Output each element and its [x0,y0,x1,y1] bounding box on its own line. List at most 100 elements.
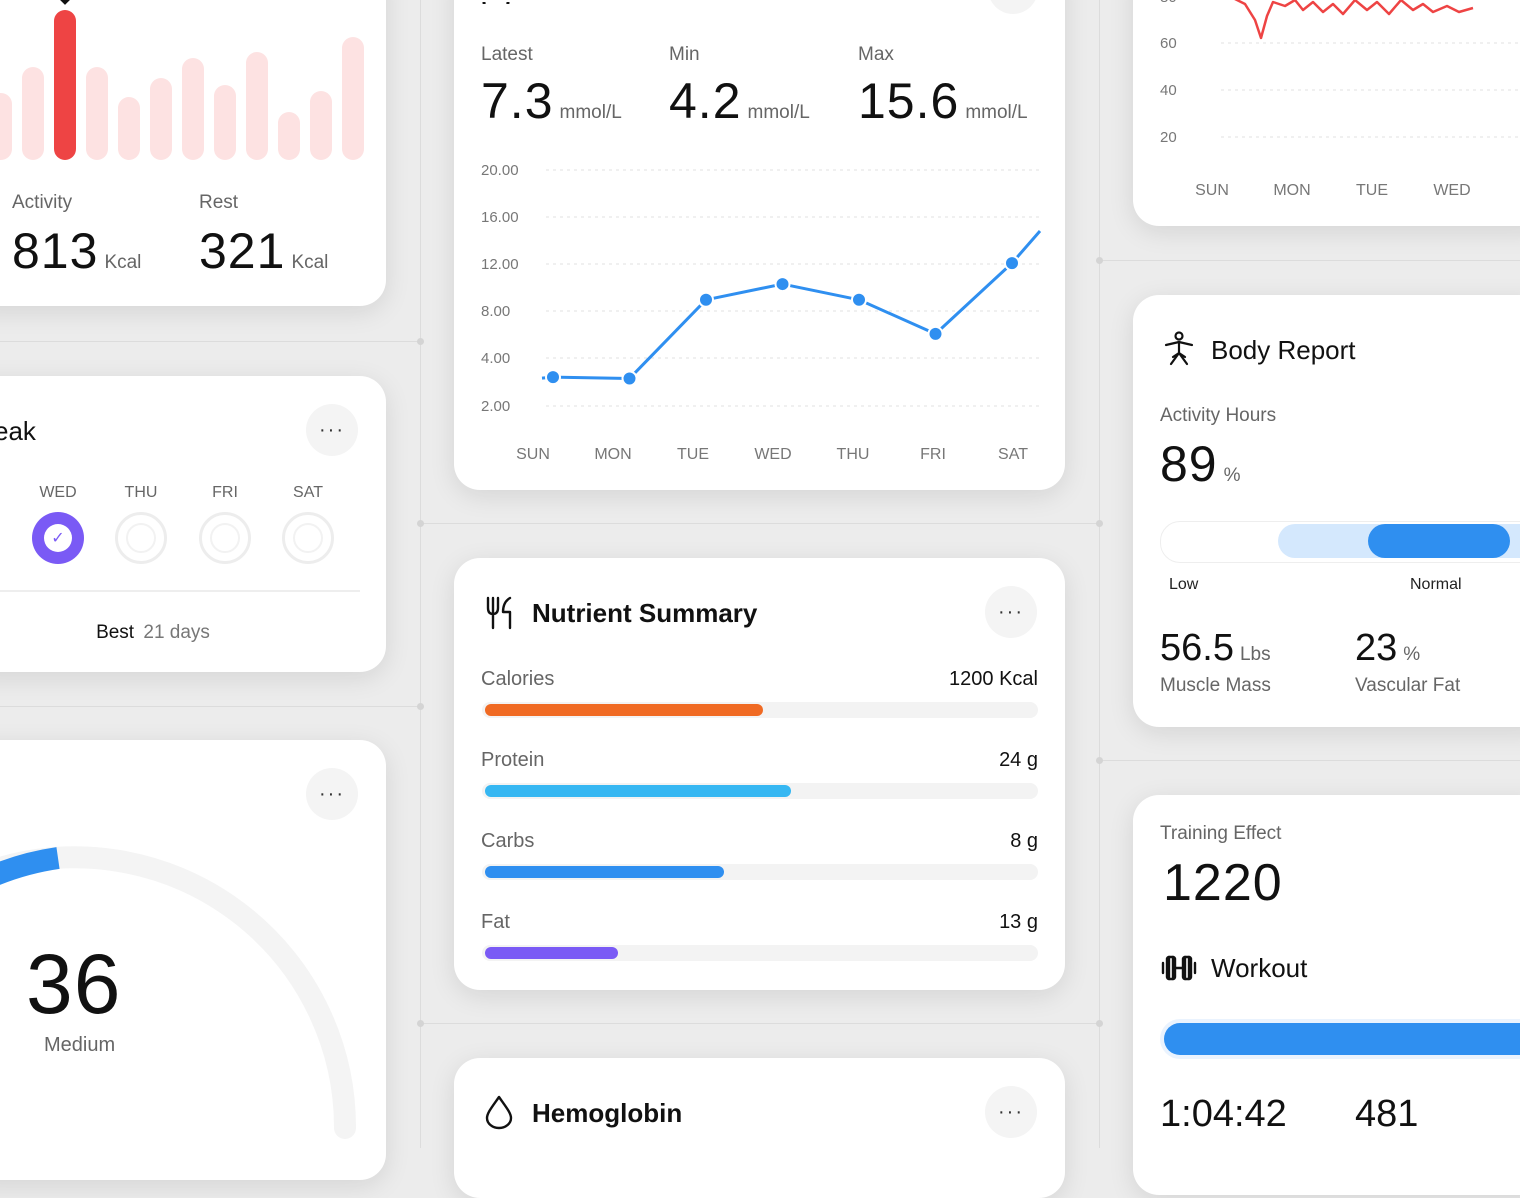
more-button[interactable]: ··· [306,768,358,820]
x-tick-label: SAT [998,446,1028,463]
nutrient-label: Calories [481,668,555,690]
nutrient-label: Protein [481,749,545,771]
y-tick-label: 4.00 [481,350,510,367]
data-point[interactable] [851,291,867,308]
y-tick-label: 16.00 [481,209,519,226]
grid-line [420,1023,1100,1024]
calorie-bar[interactable] [86,67,108,160]
streak-day-label: FRI [212,484,238,501]
glucose-line-chart: 20.00 16.00 12.00 8.00 4.00 2.00 SUN MON TUE WED T… [481,162,1042,463]
nutrient-bar-track [482,864,1038,880]
streak-day-circle[interactable] [282,512,334,564]
streak-day-circle[interactable] [199,512,251,564]
calorie-bar[interactable] [54,10,76,160]
grid-line [1100,260,1520,261]
y-tick-label: 2.00 [481,398,510,415]
workout-time-value: 1:04:42 [1160,1093,1287,1135]
streak-day-label: WED [39,484,77,501]
grid-dot [1096,520,1103,527]
nutrient-bar-track [482,702,1038,718]
grid-line [420,0,421,1148]
grid-line [1099,0,1100,1148]
nutrient-card: Nutrient Summary ··· Calories 1200 Kcal Pr… [454,558,1065,990]
hemoglobin-title: Hemoglobin [532,1098,683,1128]
heart-rate-chart: 80604020SUNMONTUEWEDT [1160,0,1520,199]
calorie-bar[interactable] [310,91,332,160]
y-tick-label: 12.00 [481,256,519,273]
body-report-title: Body Report [1211,335,1356,365]
streak-day-circle[interactable]: ✓ [32,512,84,564]
activity-hours-label: Activity Hours [1160,405,1277,426]
gauge-card: ··· 36 Medium [0,740,386,1180]
x-tick-label: TUE [1356,182,1388,199]
more-button[interactable]: ··· [306,404,358,456]
normal-label: Normal [1410,576,1462,593]
nutrient-bar-fill [485,704,763,716]
activity-label: Activity [12,192,73,213]
calorie-bar[interactable] [22,67,44,160]
x-tick-label: WED [754,446,791,463]
calorie-bar-chart [0,0,386,170]
hemoglobin-card: Hemoglobin ··· [454,1058,1065,1198]
calorie-bar[interactable] [246,52,268,160]
grid-dot [417,338,424,345]
x-tick-label: TUE [677,446,709,463]
low-label: Low [1169,576,1199,593]
nutrient-value: 13 g [999,911,1038,933]
calorie-bar[interactable] [150,77,172,160]
streak-day-label: SAT [293,484,323,501]
grid-dot [417,703,424,710]
calorie-bar[interactable] [182,58,204,160]
grid-line [1100,760,1520,761]
calorie-bar[interactable] [342,37,364,160]
training-effect-label: Training Effect [1160,823,1282,844]
y-tick-label: 60 [1160,35,1177,52]
gauge-level: Medium [44,1034,116,1056]
x-tick-label: SUN [516,446,550,463]
grid-line [0,706,420,707]
streak-day-circle[interactable] [115,512,167,564]
calorie-bar[interactable] [118,97,140,160]
glucose-card: Latest 7.3 mmol/L Min 4.2 mmol/L Max 15.6 m… [454,0,1065,490]
data-point[interactable] [545,369,561,386]
latest-label: Latest [481,44,533,65]
dumbbell-icon [1161,955,1197,981]
grid-dot [1096,257,1103,264]
training-card: Training Effect 1220 Workout 1:04:42 481 [1133,795,1520,1195]
range-indicator [1368,524,1510,558]
rest-value: 321 Kcal [199,223,329,279]
data-point[interactable] [1004,255,1020,272]
nutrient-value: 24 g [999,749,1038,771]
calorie-bar[interactable] [214,85,236,160]
more-button[interactable]: ··· [985,1086,1037,1138]
workout-title: Workout [1211,953,1308,983]
nutrient-bar-track [482,783,1038,799]
x-tick-label: WED [1433,182,1470,199]
workout-progress-fill [1164,1023,1520,1055]
y-tick-label: 20 [1160,129,1177,146]
data-point[interactable] [698,291,714,308]
calorie-bar[interactable] [0,92,12,160]
fork-knife-icon [486,596,512,630]
nutrient-title: Nutrient Summary [532,598,758,628]
body-report-card: Body Report Activity Hours 89% Low Norma… [1133,295,1520,727]
activity-hours-value: 89% [1160,436,1241,492]
data-point[interactable] [621,370,638,387]
streak-day-label: THU [124,484,158,501]
more-button[interactable] [988,0,1038,14]
data-point[interactable] [774,276,791,293]
body-icon [1164,331,1194,366]
x-tick-label: MON [594,446,631,463]
streak-title: eak [0,416,36,446]
data-point[interactable] [927,325,944,342]
x-tick-label: THU [837,446,870,463]
activity-value: 813 Kcal [12,223,142,279]
grid-line [0,341,420,342]
min-value: 4.2 mmol/L [669,73,810,129]
gauge-arc [0,846,357,1139]
more-button[interactable]: ··· [985,586,1037,638]
grid-dot [417,520,424,527]
calorie-bar[interactable] [278,112,300,160]
gauge-value: 36 [26,937,122,1031]
